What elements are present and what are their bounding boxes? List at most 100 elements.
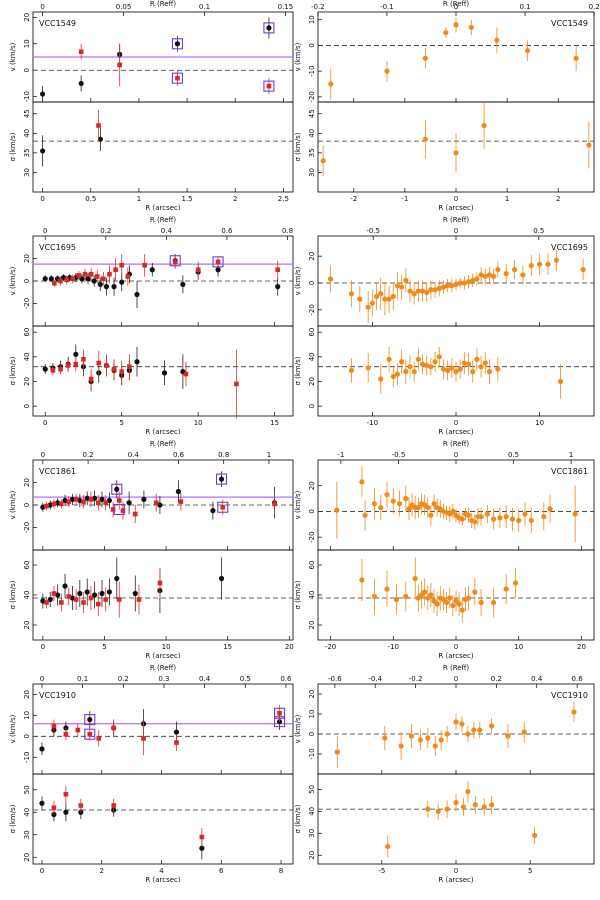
top-tick-label: 0.6 <box>572 675 584 683</box>
s-axis-label: σ (km/s) <box>294 804 302 833</box>
orange-dispersion-point <box>412 575 418 582</box>
orange-velocity-point <box>522 511 528 517</box>
v-axis-label: v (km/s) <box>9 490 17 519</box>
v-tick-label: -10 <box>23 91 31 102</box>
v-tick-label: 20 <box>308 481 316 490</box>
black-dispersion-point <box>40 148 46 154</box>
s-tick-label: 40 <box>23 352 31 361</box>
orange-dispersion-point <box>435 808 441 814</box>
v-axis-label: v (km/s) <box>294 490 302 519</box>
orange-velocity-point <box>424 289 430 296</box>
black-velocity-point <box>149 267 155 273</box>
top-tick-label: 1 <box>267 451 271 459</box>
black-dispersion-point <box>63 809 69 815</box>
orange-velocity-point <box>503 271 509 277</box>
black-dispersion-point <box>73 351 79 357</box>
orange-velocity-point <box>443 29 449 36</box>
top-tick-label: 0 <box>40 3 44 11</box>
orange-dispersion-point <box>320 158 326 164</box>
top-tick-label: 0.2 <box>100 227 111 235</box>
orange-velocity-point <box>415 504 421 511</box>
red-dispersion-point <box>81 600 86 605</box>
orange-velocity-point <box>477 727 483 733</box>
s-tick-label: 50 <box>308 785 316 794</box>
top-tick-label: 0.6 <box>280 675 292 683</box>
black-velocity-point <box>42 276 48 282</box>
red-velocity-point <box>275 267 281 273</box>
orange-dispersion-point <box>411 369 417 375</box>
orange-dispersion-point <box>453 150 459 156</box>
orange-velocity-point <box>403 495 409 502</box>
red-dispersion-point <box>81 356 86 362</box>
orange-dispersion-point <box>465 595 472 601</box>
red-velocity-point <box>52 280 57 286</box>
black-velocity-point <box>174 41 181 47</box>
red-dispersion-point <box>183 371 189 377</box>
orange-velocity-point <box>537 261 543 267</box>
s-tick-label: 45 <box>23 109 31 118</box>
bottom-tick-label: 15 <box>223 643 232 651</box>
s-tick-label: 60 <box>308 328 316 337</box>
orange-dispersion-point <box>443 599 450 606</box>
top-tick-label: -0.2 <box>311 3 325 11</box>
top-tick-label: 0 <box>454 451 458 459</box>
top-tick-label: 0.4 <box>531 675 543 683</box>
orange-velocity-point <box>440 284 447 290</box>
dispersion-frame <box>32 101 294 193</box>
black-velocity-point <box>69 496 76 502</box>
red-velocity-point <box>59 501 64 507</box>
orange-velocity-point <box>468 24 474 31</box>
top-tick-label: 0.2 <box>491 675 502 683</box>
orange-velocity-point <box>334 507 340 513</box>
bottom-axis-label: R (arcsec) <box>145 876 180 884</box>
red-dispersion-point <box>116 597 122 602</box>
v-tick-label: -20 <box>23 522 31 533</box>
s-tick-label: 40 <box>23 129 31 138</box>
orange-velocity-point <box>471 727 477 733</box>
top-tick-label: 0.4 <box>161 227 173 235</box>
orange-velocity-point <box>528 262 534 269</box>
orange-velocity-point <box>398 743 404 749</box>
black-velocity-point <box>85 276 91 282</box>
red-velocity-point <box>110 507 116 512</box>
red-dispersion-point <box>111 366 117 372</box>
orange-velocity-point <box>419 288 426 294</box>
top-tick-label: 0 <box>454 227 458 235</box>
s-tick-label: 40 <box>23 591 31 600</box>
top-tick-label: 0 <box>40 675 44 683</box>
red-velocity-point <box>195 267 201 273</box>
orange-dispersion-point <box>472 802 478 808</box>
orange-velocity-point <box>428 287 434 293</box>
v-tick-label: 10 <box>308 15 316 24</box>
s-tick-label: 30 <box>23 168 31 177</box>
orange-velocity-point <box>425 504 431 511</box>
red-velocity-point <box>44 503 49 509</box>
red-velocity-point <box>175 75 180 81</box>
orange-velocity-point <box>394 283 401 289</box>
orange-velocity-point <box>478 272 484 278</box>
bottom-tick-label: 5 <box>102 643 106 651</box>
orange-dispersion-point <box>432 359 438 365</box>
red-velocity-point <box>64 277 69 283</box>
top-tick-label: -1 <box>337 451 344 459</box>
red-dispersion-point <box>66 594 72 599</box>
orange-velocity-point <box>478 513 484 520</box>
bottom-axis-label: R (arcsec) <box>438 428 473 436</box>
black-velocity-point <box>141 496 147 502</box>
red-dispersion-point <box>73 597 79 602</box>
galaxy-name: VCC1861 <box>39 467 76 476</box>
bottom-axis-label: R (arcsec) <box>438 876 473 884</box>
orange-velocity-point <box>509 516 516 522</box>
orange-velocity-point <box>384 492 390 498</box>
orange-velocity-point <box>371 501 378 507</box>
top-tick-label: 0.8 <box>218 451 229 459</box>
orange-velocity-point <box>497 515 503 521</box>
red-velocity-point <box>70 276 76 282</box>
dispersion-frame <box>32 325 294 417</box>
orange-dispersion-point <box>445 367 451 373</box>
galaxy-name: VCC1549 <box>551 19 588 28</box>
orange-dispersion-point <box>399 359 405 365</box>
orange-dispersion-point <box>470 369 476 375</box>
bottom-tick-label: 2 <box>233 195 237 203</box>
